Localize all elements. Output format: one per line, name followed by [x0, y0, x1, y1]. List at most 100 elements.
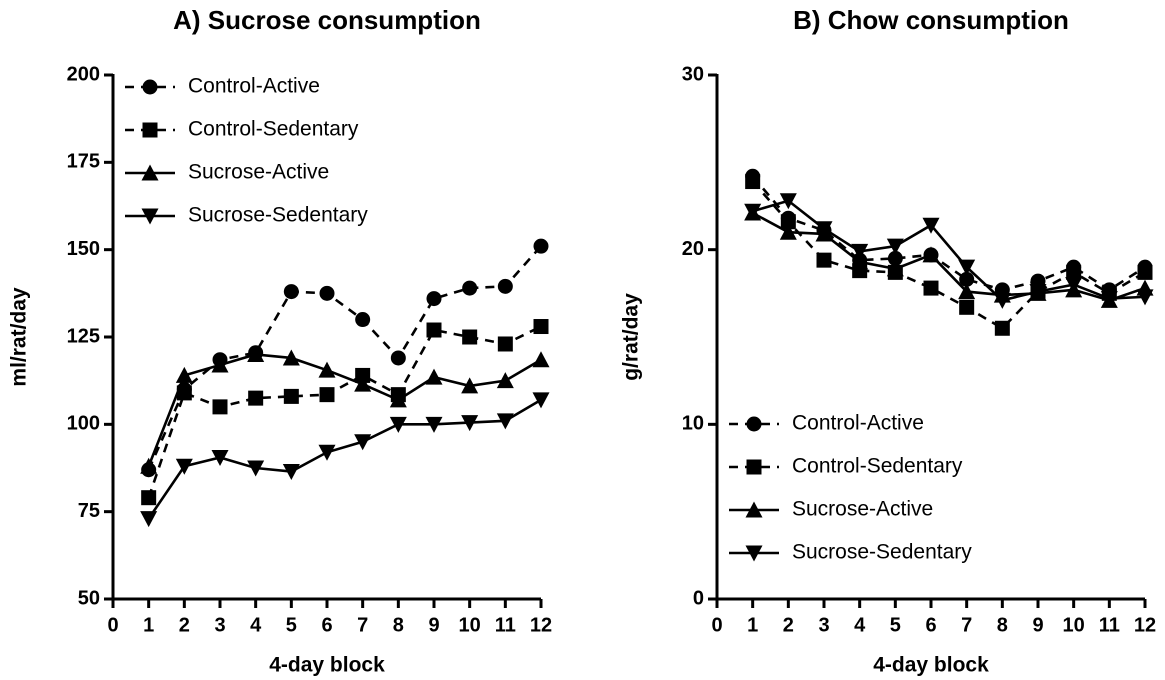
series-line — [751, 180, 1146, 330]
series-line — [752, 211, 1146, 302]
x-tick-label: 1 — [747, 614, 758, 636]
data-point — [426, 291, 442, 307]
x-tick-label: 3 — [818, 614, 829, 636]
legend-label: Control-Active — [188, 75, 320, 98]
data-point — [390, 350, 406, 366]
y-tick-label: 30 — [682, 63, 704, 85]
data-point — [532, 392, 550, 409]
data-point — [282, 463, 300, 480]
legend-label: Control-Sedentary — [792, 455, 963, 478]
x-axis-label: 4-day block — [873, 654, 989, 677]
legend-marker — [142, 79, 158, 95]
data-point — [993, 292, 1011, 309]
data-point — [533, 319, 549, 335]
legend-label: Sucrose-Sedentary — [188, 204, 368, 227]
data-point — [211, 450, 229, 467]
data-point — [355, 367, 371, 383]
series-line — [147, 245, 542, 471]
data-point — [744, 203, 762, 220]
data-point — [354, 434, 372, 451]
data-point — [462, 329, 478, 345]
data-point — [1065, 277, 1083, 294]
data-point — [461, 377, 479, 394]
legend-marker — [745, 501, 763, 518]
x-tick-label: 5 — [890, 614, 901, 636]
data-point — [851, 243, 869, 260]
data-point — [140, 511, 158, 528]
data-point — [355, 312, 371, 328]
data-point — [247, 460, 265, 477]
data-point — [283, 388, 299, 404]
x-tick-label: 7 — [961, 614, 972, 636]
x-tick-label: 0 — [711, 614, 722, 636]
x-tick-label: 5 — [286, 614, 297, 636]
x-tick-label: 8 — [393, 614, 404, 636]
legend-marker — [746, 416, 762, 432]
data-point — [426, 322, 442, 338]
data-point — [533, 238, 549, 254]
x-tick-label: 3 — [214, 614, 225, 636]
data-point — [497, 336, 513, 352]
legend-label: Sucrose-Active — [792, 498, 933, 521]
data-point — [922, 246, 940, 263]
y-tick-label: 150 — [67, 238, 100, 260]
data-point — [354, 375, 372, 392]
data-point — [886, 260, 904, 277]
data-point — [318, 361, 336, 378]
data-point — [851, 253, 869, 270]
data-point — [496, 372, 514, 389]
data-point — [959, 271, 975, 287]
y-tick-label: 50 — [78, 587, 100, 609]
y-axis-label: g/rat/day — [620, 293, 643, 381]
y-axis-label: ml/rat/day — [8, 287, 31, 387]
x-tick-label: 1 — [143, 614, 154, 636]
x-tick-label: 2 — [783, 614, 794, 636]
y-tick-label: 0 — [693, 587, 704, 609]
legend-label: Sucrose-Sedentary — [792, 541, 972, 564]
y-tick-label: 10 — [682, 413, 704, 435]
data-point — [923, 280, 939, 296]
y-tick-label: 200 — [67, 63, 100, 85]
data-point — [886, 238, 904, 255]
data-point — [461, 415, 479, 432]
data-point — [532, 351, 550, 368]
x-axis-label: 4-day block — [269, 654, 385, 677]
data-point — [497, 278, 513, 294]
data-point — [175, 458, 193, 475]
x-tick-label: 10 — [459, 614, 481, 636]
legend-marker — [141, 208, 159, 225]
data-point — [745, 174, 761, 190]
legend-label: Control-Active — [792, 412, 924, 435]
data-point — [247, 345, 265, 362]
y-tick-label: 125 — [67, 325, 100, 347]
data-point — [389, 391, 407, 408]
data-point — [389, 416, 407, 433]
data-point — [425, 368, 443, 385]
series-line — [147, 398, 542, 520]
data-point — [318, 444, 336, 461]
data-point — [496, 413, 514, 430]
data-point — [815, 221, 833, 238]
legend-label: Control-Sedentary — [188, 118, 359, 141]
x-tick-label: 11 — [1099, 614, 1120, 636]
data-point — [958, 259, 976, 276]
legend-marker — [142, 122, 158, 138]
data-point — [319, 387, 335, 403]
data-point — [282, 349, 300, 366]
data-point — [959, 299, 975, 315]
x-tick-label: 8 — [997, 614, 1008, 636]
legend-label: Sucrose-Active — [188, 161, 329, 184]
y-tick-label: 175 — [67, 151, 100, 173]
data-point — [319, 285, 335, 301]
x-tick-label: 9 — [428, 614, 439, 636]
data-point — [211, 356, 229, 373]
data-point — [1100, 291, 1118, 308]
data-point — [140, 457, 158, 474]
series-line — [752, 199, 1146, 302]
data-point — [779, 223, 797, 240]
data-point — [141, 490, 157, 506]
data-point — [958, 283, 976, 300]
series-line — [147, 353, 542, 467]
x-tick-label: 4 — [854, 614, 866, 636]
